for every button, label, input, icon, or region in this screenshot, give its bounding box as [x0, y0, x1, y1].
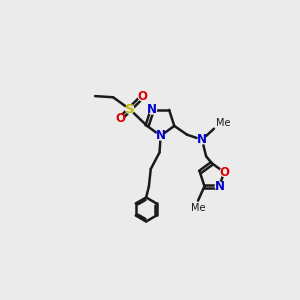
Text: Me: Me — [191, 203, 205, 213]
Text: N: N — [156, 129, 166, 142]
Circle shape — [198, 136, 206, 144]
Circle shape — [116, 115, 124, 123]
Text: O: O — [219, 166, 229, 178]
Text: N: N — [147, 103, 157, 116]
Text: N: N — [214, 180, 224, 193]
Circle shape — [138, 92, 147, 101]
Text: O: O — [115, 112, 125, 125]
Text: N: N — [197, 133, 207, 146]
Circle shape — [220, 168, 228, 176]
Text: Me: Me — [216, 118, 230, 128]
Text: O: O — [137, 90, 147, 103]
Circle shape — [157, 132, 165, 140]
Circle shape — [126, 105, 134, 113]
Circle shape — [215, 182, 223, 190]
Circle shape — [148, 106, 156, 114]
Text: S: S — [125, 103, 134, 116]
